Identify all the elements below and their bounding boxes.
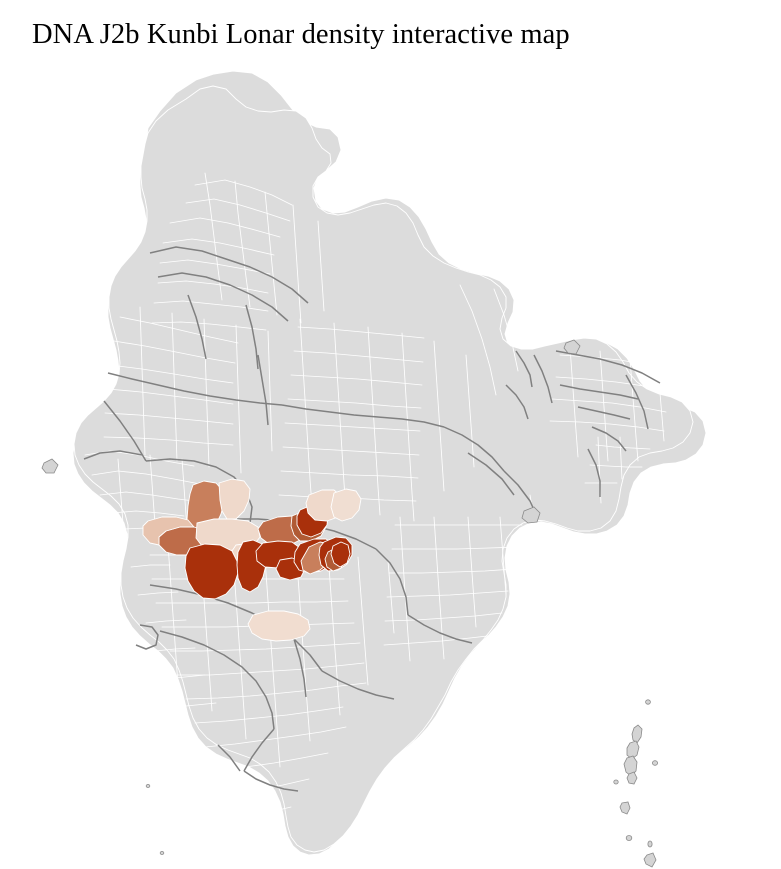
highlighted-districts-layer[interactable] bbox=[142, 478, 362, 642]
map-container[interactable] bbox=[0, 55, 781, 869]
state-boundaries bbox=[83, 246, 661, 792]
coastal-detail bbox=[41, 339, 581, 524]
district-chhindwara[interactable] bbox=[330, 488, 362, 522]
island-lakshadweep-n bbox=[145, 784, 151, 789]
coastal-blob-west bbox=[41, 458, 59, 474]
coastal-blob-ne bbox=[563, 339, 581, 355]
island-nicobar-north bbox=[647, 840, 653, 848]
map-country-shape bbox=[73, 85, 694, 853]
district-nashik[interactable] bbox=[142, 516, 195, 546]
district-gondia[interactable] bbox=[330, 541, 351, 568]
island-great-nicobar bbox=[643, 852, 657, 868]
island-lakshadweep-s bbox=[159, 851, 165, 856]
island-small-west bbox=[613, 779, 619, 785]
island-dot bbox=[645, 699, 651, 705]
island-barren bbox=[652, 760, 659, 766]
page-title: DNA J2b Kunbi Lonar density interactive … bbox=[32, 19, 570, 50]
island-little-andaman bbox=[626, 771, 638, 785]
coastal-blob-sundarbans bbox=[521, 506, 541, 524]
andaman-nicobar-islands bbox=[145, 699, 659, 868]
island-car-nicobar bbox=[619, 801, 631, 815]
india-district-choropleth-map[interactable] bbox=[0, 55, 781, 869]
island-nicobar-mid bbox=[625, 835, 633, 841]
island-north-andaman bbox=[631, 724, 643, 744]
district-ahmednagar[interactable] bbox=[184, 543, 239, 600]
district-burhanpur[interactable] bbox=[218, 478, 251, 520]
district-bidar[interactable] bbox=[247, 610, 311, 642]
island-middle-andaman bbox=[626, 740, 640, 760]
